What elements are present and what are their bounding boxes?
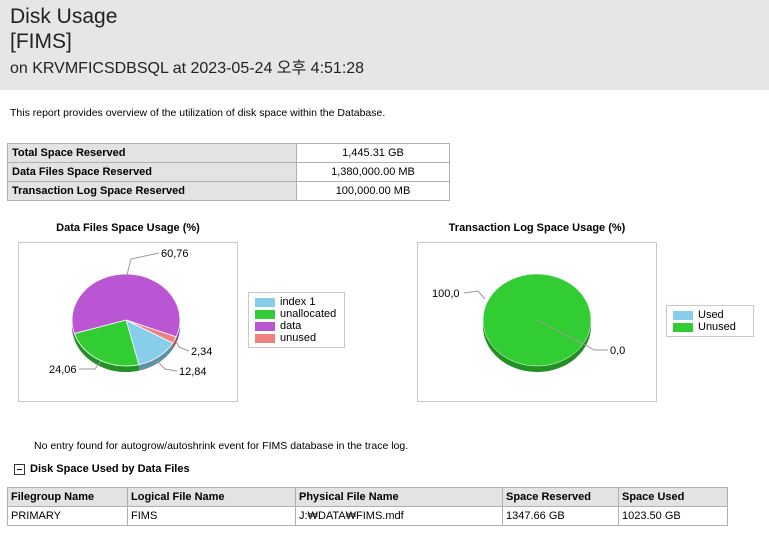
col-header: Space Reserved [502, 487, 619, 507]
col-header: Space Used [618, 487, 728, 507]
col-header: Physical File Name [295, 487, 503, 507]
legend-swatch-data [255, 321, 275, 331]
pie-radius-line [536, 319, 584, 345]
leader-data [126, 252, 160, 276]
table-row: PRIMARY FIMS J:₩DATA₩FIMS.mdf 1347.66 GB… [7, 506, 728, 526]
pie-label-data: 60,76 [161, 248, 189, 260]
pie-slice-unused [125, 319, 177, 344]
leader-unused [175, 340, 190, 352]
legend-label: Used [698, 309, 724, 321]
summary-label: Total Space Reserved [7, 143, 297, 163]
legend-label: data [280, 320, 302, 332]
col-header: Filegroup Name [7, 487, 128, 507]
log-legend: Used Unused [666, 305, 754, 337]
leader-used [583, 343, 608, 351]
pie-label-index: 12,84 [179, 366, 207, 378]
col-header: Logical File Name [127, 487, 296, 507]
legend-label: index 1 [280, 296, 316, 308]
legend-item-unused: unused [255, 332, 338, 344]
data-files-legend: index 1 unallocated data unused [248, 292, 345, 348]
legend-label: Unused [698, 321, 736, 333]
summary-value: 1,380,000.00 MB [296, 162, 450, 182]
legend-swatch-index [255, 297, 275, 307]
summary-value: 1,445.31 GB [296, 143, 450, 163]
pie-slice-unallocated [73, 319, 140, 367]
collapse-icon[interactable] [14, 463, 25, 475]
section-header[interactable]: Disk Space Used by Data Files [14, 463, 190, 475]
report-description: This report provides overview of the uti… [10, 107, 386, 119]
log-chart: 100,0 0,0 [417, 242, 657, 402]
legend-item-unallocated: unallocated [255, 308, 338, 320]
leader-unallocated [79, 360, 102, 370]
pie-slice-side-unallocated [74, 333, 139, 372]
section-title: Disk Space Used by Data Files [30, 463, 190, 475]
leader-unused [463, 290, 486, 300]
summary-row: Total Space Reserved 1,445.31 GB [7, 143, 450, 163]
legend-item-data: data [255, 320, 338, 332]
table-cell: J:₩DATA₩FIMS.mdf [295, 506, 503, 526]
summary-row: Data Files Space Reserved 1,380,000.00 M… [7, 162, 450, 182]
table-cell: PRIMARY [7, 506, 128, 526]
pie-label-used: 0,0 [610, 345, 625, 357]
database-name: [FIMS] [10, 30, 72, 53]
legend-item-unused: Unused [673, 321, 747, 333]
table-header-row: Filegroup Name Logical File Name Physica… [7, 487, 728, 507]
legend-swatch-unallocated [255, 309, 275, 319]
log-chart-title: Transaction Log Space Usage (%) [448, 222, 626, 234]
table-cell: 1023.50 GB [618, 506, 728, 526]
summary-table: Total Space Reserved 1,445.31 GB Data Fi… [7, 143, 450, 201]
autogrow-note: No entry found for autogrow/autoshrink e… [34, 440, 409, 452]
data-files-chart-title: Data Files Space Usage (%) [56, 222, 200, 234]
legend-label: unallocated [280, 308, 337, 320]
pie-slice-data [71, 273, 181, 338]
legend-swatch-unused [673, 322, 693, 332]
summary-row: Transaction Log Space Reserved 100,000.0… [7, 181, 450, 201]
table-cell: FIMS [127, 506, 296, 526]
report-subtitle: on KRVMFICSDBSQL at 2023-05-24 오후 4:51:2… [10, 60, 365, 77]
summary-value: 100,000.00 MB [296, 181, 450, 201]
table-cell: 1347.66 GB [502, 506, 619, 526]
pie-slice-side-index [138, 343, 173, 371]
leader-index [156, 360, 178, 372]
report-header: Disk Usage [FIMS] on KRVMFICSDBSQL at 20… [0, 0, 769, 90]
summary-label: Transaction Log Space Reserved [7, 181, 297, 201]
pie-label-unused: 100,0 [432, 288, 460, 300]
pie-label-unused: 2,34 [191, 346, 212, 358]
legend-swatch-unused [255, 333, 275, 343]
legend-item-index: index 1 [255, 296, 338, 308]
legend-item-used: Used [673, 309, 747, 321]
log-pie: 100,0 0,0 [432, 273, 625, 372]
report-title: Disk Usage [10, 5, 118, 28]
pie-slice-side-unused [172, 336, 177, 349]
pie-label-unallocated: 24,06 [49, 364, 77, 376]
legend-swatch-used [673, 310, 693, 320]
legend-label: unused [280, 332, 317, 344]
data-files-chart: 60,76 2,34 12,84 24,06 [18, 242, 238, 402]
data-files-pie: 60,76 2,34 12,84 24,06 [49, 248, 212, 378]
data-files-table: Filegroup Name Logical File Name Physica… [7, 487, 728, 526]
summary-label: Data Files Space Reserved [7, 162, 297, 182]
